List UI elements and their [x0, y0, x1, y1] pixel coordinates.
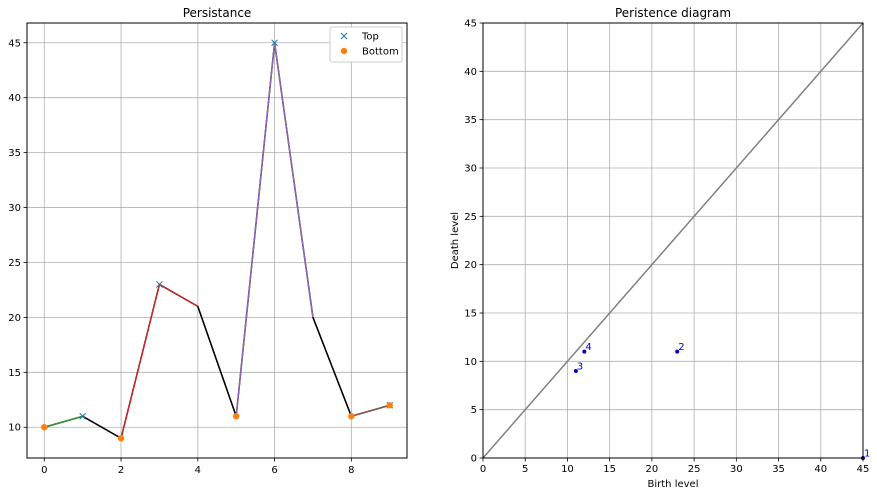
chart-title: Peristence diagram [615, 6, 731, 20]
line-segment [82, 415, 122, 439]
bottom-marker [348, 413, 355, 420]
point-label: 3 [577, 362, 583, 373]
top-marker [271, 39, 278, 47]
point-label: 2 [678, 342, 684, 353]
x-tick-label: 0 [480, 464, 486, 475]
bottom-marker [117, 435, 125, 442]
persistence-point [675, 349, 680, 354]
persistance-chart: Persistance 0 2 4 6 8 10 15 20 25 30 35 40 45 Top Bo… [8, 6, 408, 476]
point-label: 1 [864, 449, 870, 460]
x-tick-label: 20 [646, 464, 659, 475]
axis-ticks: 0 5 10 15 20 25 30 35 40 45 0 5 10 15 20 25 30 35 40 45 [464, 19, 869, 476]
x-tick-label: 4 [195, 465, 201, 476]
x-tick-label: 25 [688, 464, 701, 475]
y-axis-label: Death level [450, 212, 461, 269]
legend-box [329, 26, 403, 63]
x-tick-label: 8 [348, 465, 354, 476]
x-tick-label: 5 [522, 464, 528, 475]
top-marker [156, 281, 163, 288]
points: 1 2 34 [573, 342, 870, 460]
chart-title: Persistance [183, 6, 252, 20]
y-tick-label: 15 [8, 368, 21, 379]
y-tick-label: 20 [8, 313, 21, 324]
line-segment [351, 404, 390, 417]
persistence-point [573, 369, 578, 373]
point-label: 4 [585, 342, 591, 353]
line-segment [120, 284, 161, 439]
series-line [44, 42, 390, 440]
y-tick-label: 10 [464, 357, 477, 368]
line-segments [44, 42, 390, 440]
y-tick-label: 45 [464, 19, 477, 30]
top-marker [79, 412, 87, 420]
line-segment [197, 306, 237, 417]
y-tick-label: 15 [464, 309, 477, 320]
y-tick-label: 5 [471, 405, 477, 416]
x-tick-label: 6 [271, 465, 277, 476]
legend-bottom-label: Bottom [362, 47, 399, 58]
legend-circle-glyph [340, 47, 348, 55]
line-segment [312, 317, 352, 417]
y-tick-label: 10 [8, 423, 21, 434]
y-tick-label: 45 [8, 38, 21, 49]
axis-ticks: 0 2 4 6 8 10 15 20 25 30 35 40 45 [8, 38, 354, 476]
legend-bottom-marker [340, 47, 348, 55]
legend-top-label: Top [361, 32, 379, 43]
diagonal-line [482, 22, 864, 459]
line-segment [159, 283, 199, 307]
line-segment [235, 42, 276, 417]
x-tick-label: 10 [561, 464, 574, 475]
legend-x-glyph [340, 32, 348, 40]
bottom-marker [232, 413, 240, 420]
persistence-point [582, 349, 587, 354]
y-tick-label: 20 [464, 260, 477, 271]
x-tick-label: 40 [814, 464, 827, 475]
x-tick-label: 35 [772, 464, 785, 475]
y-tick-label: 30 [464, 164, 477, 175]
persistence-diagram-chart: Peristence diagram 1 2 34 0 5 10 15 20 25 30 35 40… [450, 6, 870, 490]
y-tick-label: 25 [464, 212, 477, 223]
legend-top-marker [340, 32, 348, 40]
x-tick-label: 2 [118, 465, 124, 476]
line-segment [44, 415, 83, 428]
grid [27, 23, 407, 458]
y-tick-label: 35 [464, 115, 477, 126]
y-tick-label: 25 [8, 258, 21, 269]
y-tick-label: 35 [8, 148, 21, 159]
x-axis-label: Birth level [648, 479, 699, 490]
x-tick-label: 0 [41, 465, 47, 476]
bottom-marker [41, 424, 48, 431]
y-tick-label: 40 [464, 67, 477, 78]
y-tick-label: 0 [471, 454, 477, 465]
plot-frame [482, 22, 864, 459]
x-tick-label: 15 [603, 464, 616, 475]
x-tick-label: 30 [730, 464, 743, 475]
y-tick-label: 40 [8, 93, 21, 104]
y-tick-label: 30 [8, 203, 21, 214]
line-segment [273, 42, 314, 318]
markers [41, 39, 394, 442]
x-tick-label: 45 [857, 464, 870, 475]
bottom-marker [386, 402, 393, 409]
legend: Top Bottom [329, 26, 403, 63]
plot-frame [26, 22, 408, 459]
